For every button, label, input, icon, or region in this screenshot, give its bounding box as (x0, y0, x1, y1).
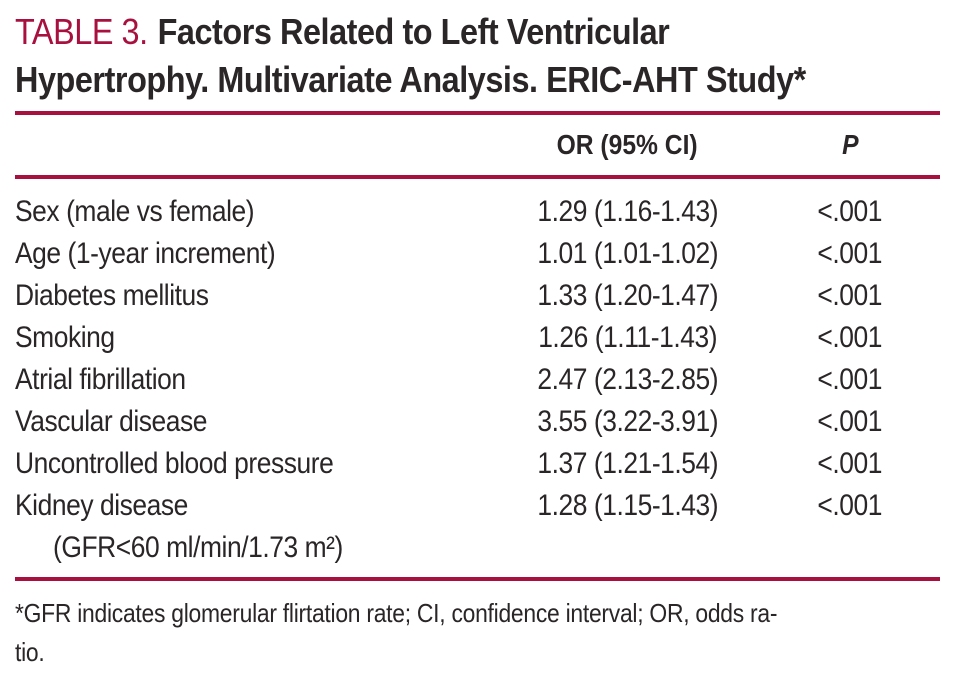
p-value-cell: <.001 (817, 405, 883, 438)
title-line-1: TABLE 3. Factors Related to Left Ventricu… (15, 8, 940, 56)
factor-cell: Diabetes mellitus (15, 279, 209, 312)
or-ci-cell: 1.33 (1.20-1.47) (537, 279, 718, 312)
p-value-cell: <.001 (817, 363, 883, 396)
table-row: Age (1-year increment) 1.01 (1.01-1.02) … (15, 233, 940, 275)
factor-cell: Smoking (15, 321, 115, 354)
or-ci-cell: 1.37 (1.21-1.54) (537, 447, 718, 480)
table-footnote: *GFR indicates glomerular flirtation rat… (15, 594, 940, 672)
table-row: Vascular disease 3.55 (3.22-3.91) <.001 (15, 401, 940, 443)
top-rule (15, 111, 940, 115)
p-value-cell: <.001 (817, 489, 883, 522)
column-header-p: P (841, 129, 859, 160)
p-value-cell: <.001 (817, 279, 883, 312)
p-value-cell: <.001 (817, 195, 883, 228)
or-ci-cell: 1.29 (1.16-1.43) (537, 195, 718, 228)
p-value-cell: <.001 (817, 321, 883, 354)
bottom-rule (15, 577, 940, 581)
footnote-line-1: *GFR indicates glomerular flirtation rat… (15, 598, 778, 628)
table-content: TABLE 3. Factors Related to Left Ventricu… (15, 8, 940, 672)
table-body: Sex (male vs female) 1.29 (1.16-1.43) <.… (15, 179, 940, 577)
factor-cell: Sex (male vs female) (15, 195, 255, 228)
table-title: TABLE 3. Factors Related to Left Ventricu… (15, 8, 940, 104)
factor-cell: Kidney disease (GFR<60 ml/min/1.73 m²) (15, 485, 495, 569)
factor-subline: (GFR<60 ml/min/1.73 m²) (53, 531, 343, 564)
or-ci-cell: 1.26 (1.11-1.43) (538, 321, 717, 354)
or-ci-cell: 3.55 (3.22-3.91) (537, 405, 718, 438)
title-text-line1: Factors Related to Left Ventricular (157, 11, 670, 52)
p-value-cell: <.001 (817, 237, 883, 270)
factor-cell: Age (1-year increment) (15, 237, 276, 270)
table-number-label: TABLE 3. (15, 11, 148, 52)
factor-cell: Vascular disease (15, 405, 208, 438)
table-row: Uncontrolled blood pressure 1.37 (1.21-1… (15, 443, 940, 485)
factor-cell: Uncontrolled blood pressure (15, 447, 334, 480)
or-ci-cell: 2.47 (2.13-2.85) (537, 363, 718, 396)
table-row: Diabetes mellitus 1.33 (1.20-1.47) <.001 (15, 275, 940, 317)
table-header-row: OR (95% CI) P (15, 115, 940, 175)
or-ci-cell: 1.01 (1.01-1.02) (537, 237, 718, 270)
column-header-or-ci: OR (95% CI) (556, 129, 699, 160)
footnote-line-2: tio. (15, 637, 45, 667)
header-rule (15, 175, 940, 179)
table-row: Kidney disease (GFR<60 ml/min/1.73 m²) 1… (15, 485, 940, 569)
p-value-cell: <.001 (817, 447, 883, 480)
or-ci-cell: 1.28 (1.15-1.43) (537, 489, 718, 522)
title-line-2: Hypertrophy. Multivariate Analysis. ERIC… (15, 56, 940, 104)
factor-cell: Atrial fibrillation (15, 363, 186, 396)
table-row: Atrial fibrillation 2.47 (2.13-2.85) <.0… (15, 359, 940, 401)
title-text-line2: Hypertrophy. Multivariate Analysis. ERIC… (15, 59, 806, 100)
table-row: Smoking 1.26 (1.11-1.43) <.001 (15, 317, 940, 359)
table-row: Sex (male vs female) 1.29 (1.16-1.43) <.… (15, 191, 940, 233)
